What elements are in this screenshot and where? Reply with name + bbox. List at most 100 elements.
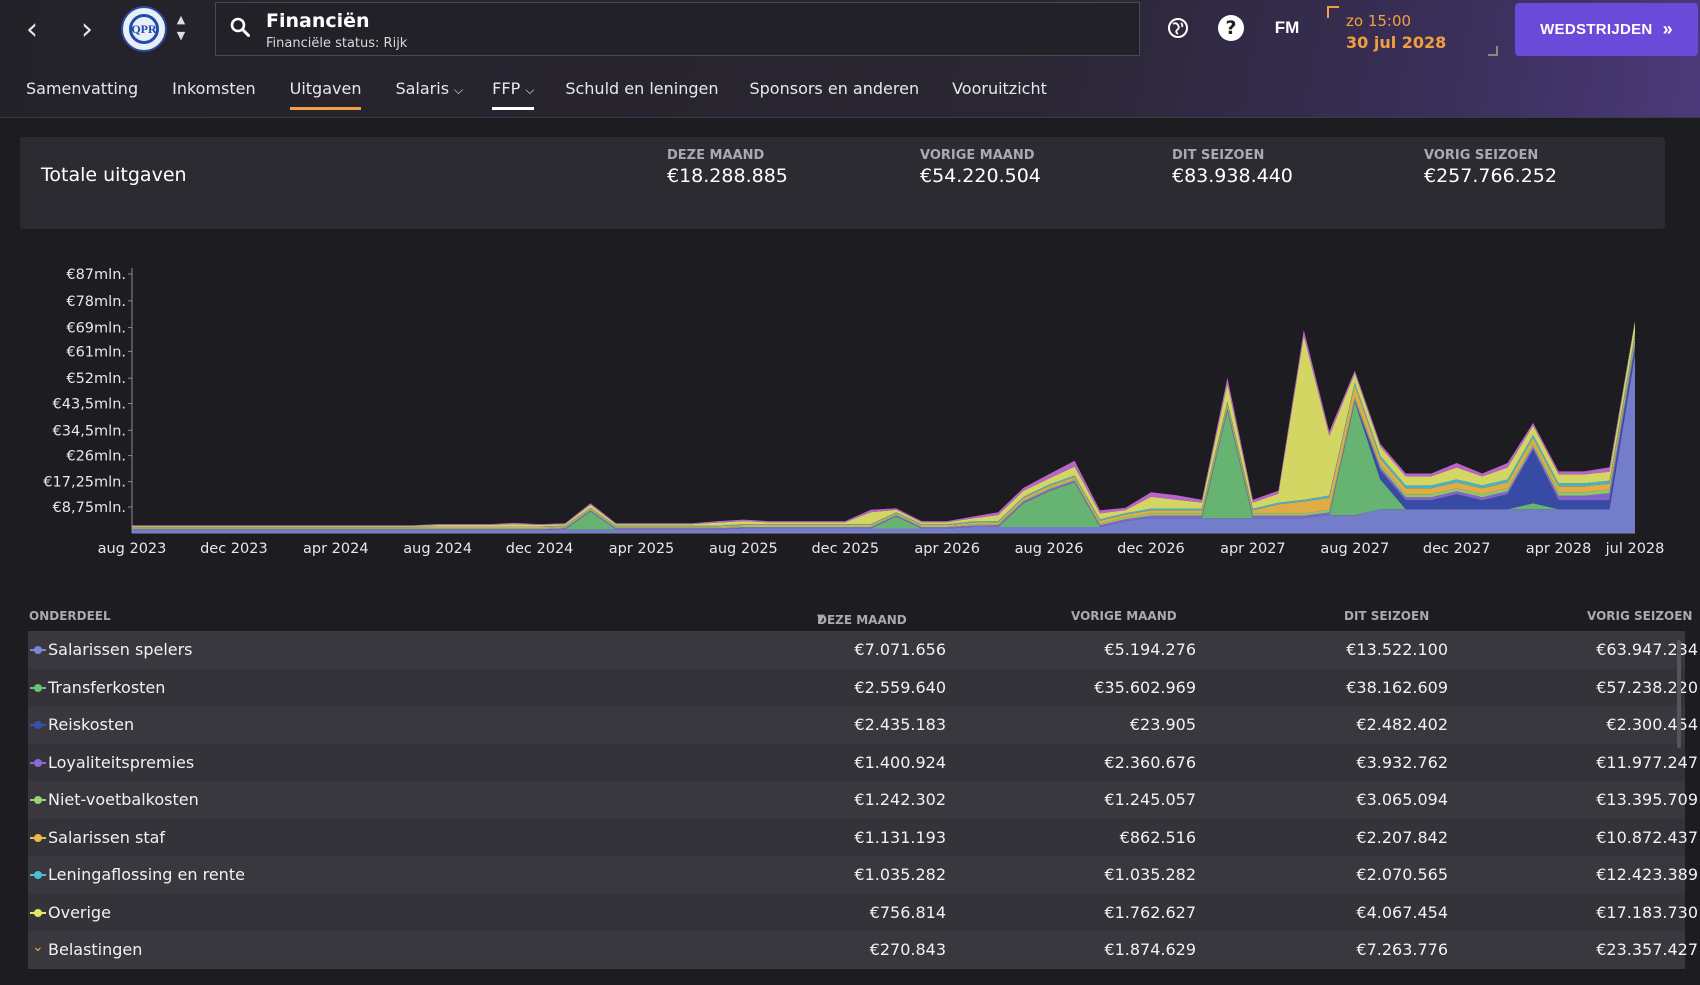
date-day: 30 jul 2028 bbox=[1346, 33, 1447, 52]
column-header-last-season[interactable]: VORIG SEIZOEN bbox=[1587, 609, 1693, 623]
cell-this-month: €1.035.282 bbox=[854, 865, 946, 884]
table-row[interactable]: Salarissen spelers €7.071.656 €5.194.276 €1… bbox=[28, 631, 1698, 669]
globe-icon[interactable] bbox=[1163, 13, 1193, 43]
row-name: Reiskosten bbox=[48, 715, 135, 734]
x-tick-label: aug 2025 bbox=[709, 541, 778, 557]
table-row[interactable]: ⌄ Belastingen €270.843 €1.874.629 €7.263.776… bbox=[28, 931, 1698, 969]
cell-this-month: €1.400.924 bbox=[854, 752, 946, 772]
row-name: Salarissen spelers bbox=[48, 640, 193, 659]
table-row[interactable]: Overige €756.814 €1.762.627 €4.067.454 €17.1… bbox=[28, 893, 1698, 931]
table-row[interactable]: Salarissen staf €1.131.193 €862.516 €2.207.… bbox=[28, 818, 1698, 856]
date-display[interactable]: zo 15:00 30 jul 2028 bbox=[1325, 4, 1500, 56]
cell-last-month: €862.516 bbox=[1119, 827, 1196, 847]
row-name: Leningaflossing en rente bbox=[48, 865, 245, 884]
x-tick-label: apr 2026 bbox=[914, 541, 980, 557]
table-header: ONDERDEEL DEZE MAAND ▼ VORIGE MAAND DIT … bbox=[28, 605, 1692, 631]
stat-this-month: DEZE MAAND €18.288.885 bbox=[667, 148, 788, 187]
help-button[interactable]: ? bbox=[1216, 13, 1246, 43]
expenses-table: ONDERDEEL DEZE MAAND ▼ VORIGE MAAND DIT … bbox=[28, 605, 1698, 969]
table-body: Salarissen spelers €7.071.656 €5.194.276 €1… bbox=[28, 631, 1698, 969]
series-area-overige[interactable] bbox=[132, 321, 1635, 527]
stat-label: DIT SEIZOEN bbox=[1172, 148, 1265, 163]
forward-arrow-icon[interactable]: › bbox=[81, 12, 93, 47]
table-row[interactable]: Transferkosten €2.559.640 €35.602.969 €38.1… bbox=[28, 668, 1698, 706]
table-row[interactable]: Niet-voetbalkosten €1.242.302 €1.245.057 €3… bbox=[28, 781, 1698, 819]
series-area-salarissen-spelers[interactable] bbox=[132, 354, 1635, 533]
y-tick-label: €61mln. bbox=[66, 344, 126, 360]
x-tick-label: apr 2025 bbox=[609, 541, 675, 557]
cell-last-season: €2.300.454 bbox=[1606, 715, 1698, 734]
club-crest-text: QPR bbox=[129, 14, 159, 44]
stat-this-season: DIT SEIZOEN €83.938.440 bbox=[1172, 148, 1293, 187]
expenses-area-chart[interactable]: €87mln. €78mln. €69mln. €61mln. €52mln. €43,5… bbox=[0, 250, 1700, 560]
cell-last-season: €13.395.709 bbox=[1596, 790, 1698, 809]
corner-decoration bbox=[1488, 46, 1498, 56]
table-row[interactable]: Reiskosten €2.435.183 €23.905 €2.482.402 €2.… bbox=[28, 706, 1698, 744]
series-color-icon bbox=[30, 831, 46, 845]
tab-vooruitzicht[interactable]: Vooruitzicht bbox=[937, 72, 1062, 110]
y-tick-label: €26mln. bbox=[66, 449, 126, 465]
x-tick-label: aug 2026 bbox=[1015, 541, 1084, 557]
cell-this-season: €3.932.762 bbox=[1356, 752, 1448, 772]
help-icon: ? bbox=[1218, 15, 1244, 41]
column-header-label: DEZE MAAND bbox=[817, 613, 907, 627]
row-name: Loyaliteitspremies bbox=[48, 752, 195, 772]
expand-chevron-icon[interactable]: ⌄ bbox=[32, 939, 44, 955]
series-area-reiskosten[interactable] bbox=[132, 347, 1635, 530]
tab-samenvatting[interactable]: Samenvatting bbox=[11, 72, 153, 110]
cell-last-month: €1.762.627 bbox=[1104, 902, 1196, 922]
series-color-icon bbox=[30, 906, 46, 920]
table-scrollbar[interactable] bbox=[1677, 640, 1681, 748]
column-header-name[interactable]: ONDERDEEL bbox=[29, 609, 111, 623]
fm-menu-button[interactable]: FM bbox=[1274, 18, 1300, 37]
tab-uitgaven[interactable]: Uitgaven bbox=[275, 72, 377, 110]
tab-inkomsten[interactable]: Inkomsten bbox=[157, 72, 271, 110]
cell-last-season: €57.238.220 bbox=[1596, 677, 1698, 697]
y-tick-label: €87mln. bbox=[66, 267, 126, 283]
chevron-down-icon: ⌵ bbox=[525, 83, 535, 97]
cell-this-month: €756.814 bbox=[869, 902, 946, 922]
cell-this-season: €38.162.609 bbox=[1346, 677, 1448, 697]
cell-last-month: €1.245.057 bbox=[1104, 790, 1196, 809]
y-tick-label: €17,25mln. bbox=[43, 475, 126, 491]
column-header-this-season[interactable]: DIT SEIZOEN bbox=[1344, 609, 1430, 623]
cell-last-season: €10.872.437 bbox=[1596, 827, 1698, 847]
club-switcher-icon[interactable]: ▲ ▼ bbox=[176, 13, 186, 42]
x-tick-label: apr 2027 bbox=[1220, 541, 1286, 557]
continue-button-label: WEDSTRIJDEN bbox=[1540, 21, 1653, 38]
cell-this-season: €3.065.094 bbox=[1356, 790, 1448, 809]
x-tick-label: aug 2024 bbox=[403, 541, 472, 557]
stat-value: €18.288.885 bbox=[667, 165, 788, 187]
row-name: Belastingen bbox=[48, 940, 143, 959]
cell-this-month: €270.843 bbox=[869, 940, 946, 959]
x-tick-label: jul 2028 bbox=[1605, 541, 1665, 557]
cell-last-month: €1.035.282 bbox=[1104, 865, 1196, 884]
x-tick-label: apr 2028 bbox=[1526, 541, 1592, 557]
cell-this-season: €2.207.842 bbox=[1356, 827, 1448, 847]
cell-last-month: €5.194.276 bbox=[1104, 640, 1196, 659]
cell-this-month: €2.435.183 bbox=[854, 715, 946, 734]
series-color-icon bbox=[30, 643, 46, 657]
date-time: zo 15:00 bbox=[1346, 12, 1412, 30]
tab-label: Schuld en leningen bbox=[565, 79, 719, 98]
x-tick-label: apr 2024 bbox=[303, 541, 369, 557]
club-crest[interactable]: QPR bbox=[121, 6, 167, 52]
series-area-belastingen[interactable] bbox=[132, 320, 1635, 526]
table-row[interactable]: Loyaliteitspremies €1.400.924 €2.360.676 €3… bbox=[28, 743, 1698, 781]
column-header-last-month[interactable]: VORIGE MAAND bbox=[1071, 609, 1177, 623]
y-tick-label: €78mln. bbox=[66, 294, 126, 310]
continue-button[interactable]: WEDSTRIJDEN » bbox=[1515, 3, 1698, 56]
cell-this-season: €4.067.454 bbox=[1356, 902, 1448, 922]
y-tick-label: €34,5mln. bbox=[53, 423, 126, 439]
table-row[interactable]: Leningaflossing en rente €1.035.282 €1.035… bbox=[28, 856, 1698, 894]
search-icon[interactable] bbox=[230, 17, 250, 37]
tab-sponsors-en-anderen[interactable]: Sponsors en anderen bbox=[734, 72, 934, 110]
row-name: Niet-voetbalkosten bbox=[48, 790, 199, 809]
search-bar[interactable]: Financiën Financiële status: Rijk bbox=[215, 2, 1140, 56]
tab-salaris[interactable]: Salaris ⌵ bbox=[380, 72, 478, 110]
back-arrow-icon[interactable]: ‹ bbox=[26, 12, 38, 47]
tab-schuld-en-leningen[interactable]: Schuld en leningen bbox=[550, 72, 733, 110]
tab-ffp[interactable]: FFP ⌵ bbox=[477, 72, 549, 110]
x-tick-label: aug 2027 bbox=[1320, 541, 1389, 557]
double-chevron-right-icon: » bbox=[1662, 19, 1673, 39]
